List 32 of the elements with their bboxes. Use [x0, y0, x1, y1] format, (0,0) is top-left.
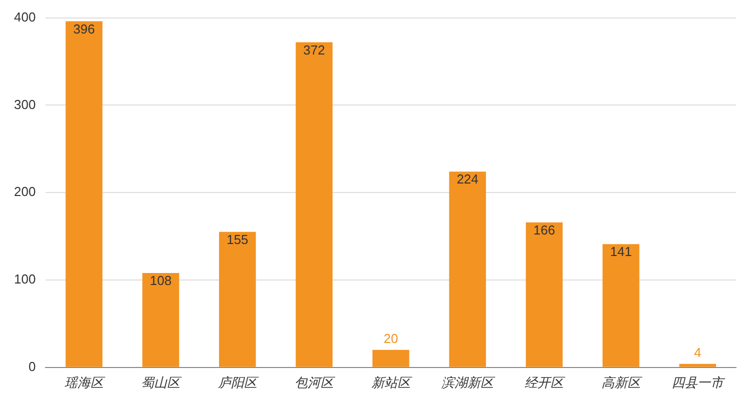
- data-label: 155: [226, 232, 248, 248]
- x-tick-label: 包河区: [294, 374, 336, 390]
- x-tick-label: 滨湖新区: [442, 374, 496, 390]
- x-tick-label: 庐阳区: [218, 374, 259, 390]
- bar: [602, 244, 640, 367]
- bar: [372, 350, 410, 367]
- y-tick-label: 300: [14, 96, 36, 112]
- x-tick-label: 瑶海区: [64, 374, 106, 390]
- x-tick-label: 新站区: [371, 374, 412, 390]
- y-tick-label: 0: [28, 358, 36, 374]
- data-label: 372: [303, 42, 325, 58]
- bar: [142, 273, 180, 367]
- x-tick-label: 经开区: [524, 374, 566, 390]
- data-label: 108: [150, 273, 172, 288]
- y-tick-label: 400: [14, 9, 36, 24]
- data-label: 224: [456, 172, 478, 187]
- bar: [679, 364, 716, 367]
- data-label: 396: [73, 21, 95, 36]
- bar: [66, 21, 102, 367]
- data-label: 141: [610, 244, 632, 260]
- bar: [526, 222, 563, 367]
- bar: [449, 172, 486, 367]
- data-label: 166: [533, 222, 556, 238]
- x-tick-label: 高新区: [601, 374, 642, 390]
- y-tick-label: 200: [14, 184, 36, 200]
- bar: [296, 42, 333, 367]
- x-tick-label: 蜀山区: [141, 374, 182, 390]
- x-tick-label: 四县一市: [672, 374, 726, 390]
- data-label: 4: [694, 344, 702, 360]
- bar: [219, 232, 256, 367]
- data-label: 20: [384, 331, 398, 346]
- y-tick-label: 100: [14, 272, 36, 287]
